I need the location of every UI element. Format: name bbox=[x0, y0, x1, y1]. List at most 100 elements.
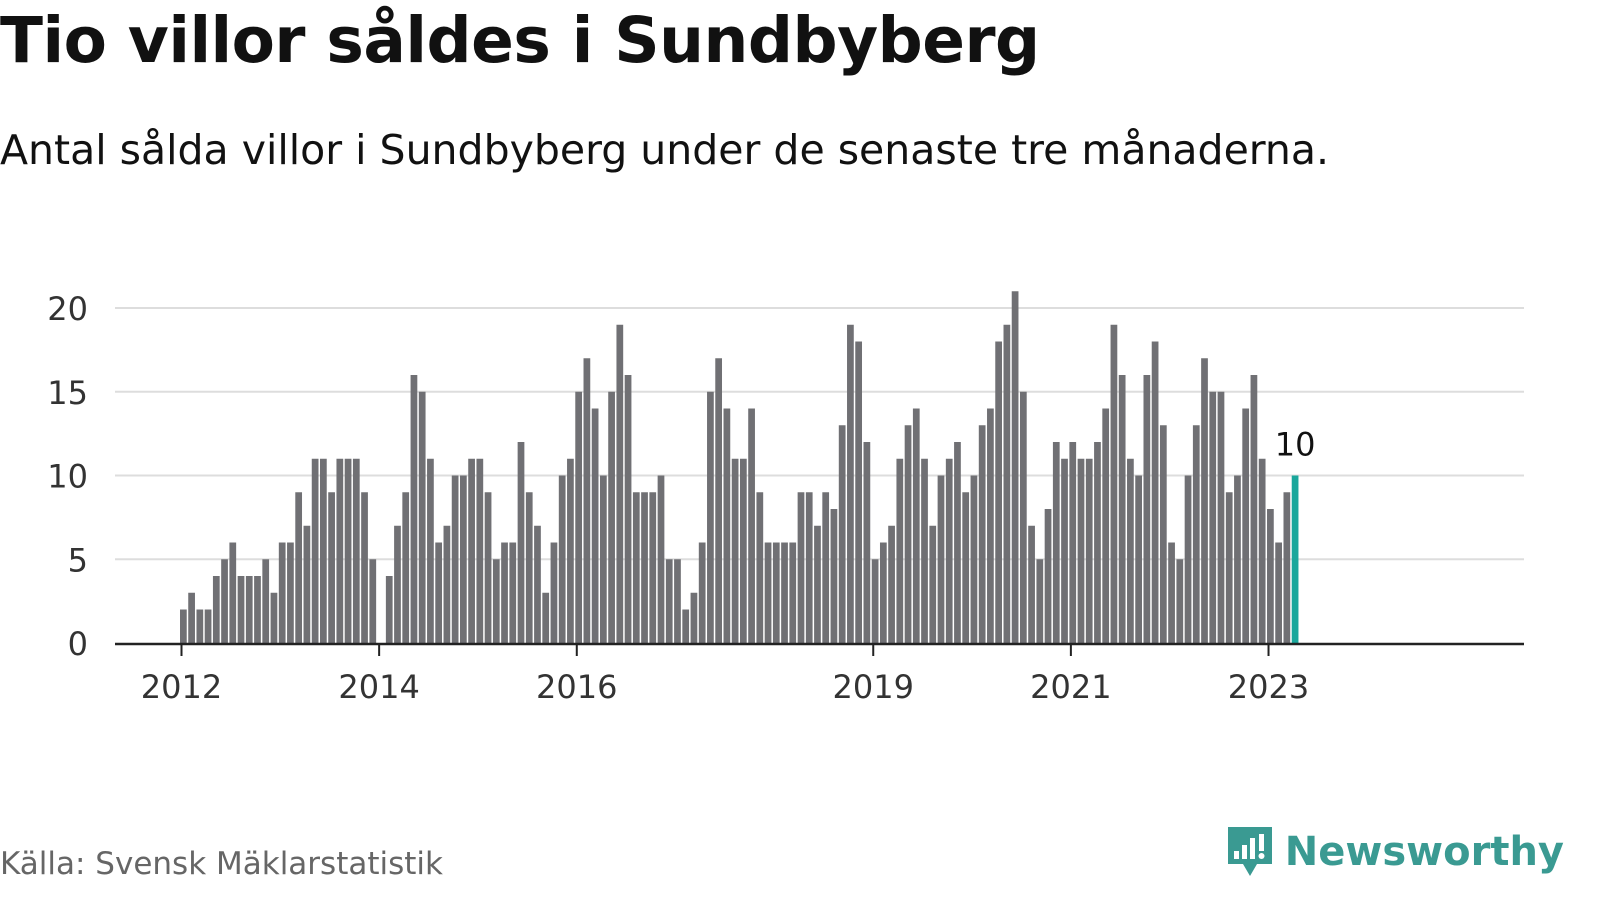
bar bbox=[896, 458, 904, 643]
bar bbox=[1184, 475, 1192, 643]
bar bbox=[616, 324, 624, 643]
bar bbox=[427, 458, 434, 643]
bar bbox=[1069, 442, 1077, 643]
bar bbox=[962, 492, 970, 643]
bar bbox=[575, 391, 583, 643]
bar bbox=[1209, 391, 1217, 643]
bar bbox=[731, 458, 739, 643]
bar bbox=[1275, 542, 1282, 643]
bar bbox=[1094, 442, 1101, 643]
bar bbox=[945, 458, 953, 643]
bar bbox=[764, 542, 772, 643]
bar bbox=[262, 559, 270, 643]
highlight-data-label: 10 bbox=[1275, 426, 1316, 464]
bar bbox=[789, 542, 797, 643]
bar bbox=[361, 492, 368, 643]
bar bbox=[517, 442, 525, 643]
bar bbox=[863, 442, 871, 643]
bar bbox=[492, 559, 500, 643]
bar bbox=[180, 609, 187, 643]
bar bbox=[1250, 375, 1258, 643]
bar bbox=[196, 609, 204, 643]
x-tick-label: 2016 bbox=[536, 668, 617, 706]
bar bbox=[1028, 525, 1035, 643]
bar bbox=[1052, 442, 1060, 643]
bar bbox=[805, 492, 813, 643]
bar bbox=[1217, 391, 1225, 643]
bar bbox=[1019, 391, 1027, 643]
bar bbox=[954, 442, 961, 643]
bar bbox=[797, 492, 805, 643]
x-tick-label: 2014 bbox=[338, 668, 419, 706]
bar bbox=[641, 492, 648, 643]
bar bbox=[385, 576, 393, 643]
bar bbox=[336, 458, 344, 643]
bar bbox=[402, 492, 410, 643]
bar bbox=[1168, 542, 1175, 643]
bar bbox=[739, 458, 747, 643]
bar bbox=[690, 592, 698, 643]
bar bbox=[1044, 509, 1052, 643]
bar bbox=[221, 559, 228, 643]
bar bbox=[1077, 458, 1085, 643]
bar bbox=[756, 492, 764, 643]
bar bbox=[1176, 559, 1184, 643]
bar bbox=[707, 391, 714, 643]
bar bbox=[583, 358, 591, 643]
bar bbox=[476, 458, 484, 643]
bar bbox=[328, 492, 335, 643]
bar bbox=[674, 559, 681, 643]
bar bbox=[443, 525, 451, 643]
bar bbox=[723, 408, 731, 643]
bar bbox=[534, 525, 541, 643]
bar bbox=[987, 408, 994, 643]
bar bbox=[459, 475, 467, 643]
bar bbox=[295, 492, 303, 643]
y-tick-label: 20 bbox=[47, 290, 88, 328]
bar bbox=[287, 542, 294, 643]
y-tick-label: 10 bbox=[47, 458, 88, 496]
bar bbox=[410, 375, 418, 643]
bar bbox=[715, 358, 723, 643]
bar bbox=[847, 324, 854, 643]
bar bbox=[904, 425, 912, 643]
newsworthy-logo-icon bbox=[1227, 827, 1272, 876]
bar bbox=[567, 458, 574, 643]
bar bbox=[1225, 492, 1233, 643]
bar bbox=[1283, 492, 1291, 643]
bar bbox=[814, 525, 821, 643]
bar bbox=[418, 391, 426, 643]
bar bbox=[1011, 291, 1019, 643]
bar bbox=[1085, 458, 1093, 643]
bar bbox=[978, 425, 986, 643]
brand-logo: Newsworthy bbox=[1225, 824, 1564, 880]
bar bbox=[608, 391, 615, 643]
bar bbox=[204, 609, 212, 643]
bar bbox=[1201, 358, 1208, 643]
bar bbox=[1267, 509, 1274, 643]
bar bbox=[682, 609, 690, 643]
bar bbox=[188, 592, 195, 643]
x-tick-label: 2012 bbox=[141, 668, 222, 706]
y-tick-label: 0 bbox=[68, 625, 88, 663]
bar bbox=[1102, 408, 1110, 643]
source-note: Källa: Svensk Mäklarstatistik bbox=[0, 846, 443, 882]
bar bbox=[311, 458, 319, 643]
bar bbox=[995, 341, 1002, 643]
bar bbox=[1036, 559, 1044, 643]
bar bbox=[212, 576, 220, 643]
chart-subtitle: Antal sålda villor i Sundbyberg under de… bbox=[0, 126, 1330, 174]
bar bbox=[435, 542, 443, 643]
chart-title: Tio villor såldes i Sundbyberg bbox=[0, 4, 1040, 77]
bar bbox=[912, 408, 920, 643]
bar bbox=[855, 341, 863, 643]
bar bbox=[888, 525, 895, 643]
highlight-bar bbox=[1291, 475, 1299, 643]
bar bbox=[319, 458, 327, 643]
brand-name: Newsworthy bbox=[1284, 829, 1564, 875]
bar bbox=[369, 559, 377, 643]
bar bbox=[542, 592, 550, 643]
bar bbox=[278, 542, 286, 643]
bar bbox=[501, 542, 508, 643]
bar bbox=[245, 576, 253, 643]
